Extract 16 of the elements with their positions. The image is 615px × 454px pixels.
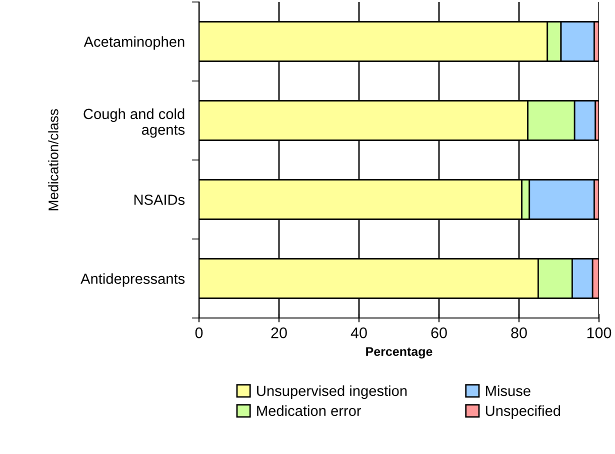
y-tick-label: Acetaminophen	[84, 36, 184, 50]
x-axis-title: Percentage	[366, 347, 432, 358]
legend-label: Unspecified	[486, 405, 560, 419]
legend-label: Unsupervised ingestion	[257, 385, 407, 399]
legend-label: Medication error	[257, 405, 362, 416]
y-axis-title: Medication/class	[48, 109, 58, 210]
x-tick-label: 60	[431, 327, 447, 338]
x-tick-label: 40	[350, 327, 367, 338]
y-tick-label: Cough and cold agents	[84, 108, 185, 138]
x-tick-label: 100	[587, 327, 612, 338]
x-tick-label: 80	[511, 327, 527, 338]
x-tick-label: 20	[271, 327, 287, 338]
y-tick-label: NSAIDs	[134, 194, 185, 205]
legend-label: Misuse	[486, 385, 530, 396]
y-tick-label: Antidepressants	[80, 273, 185, 287]
x-tick-label: 0	[195, 327, 203, 338]
